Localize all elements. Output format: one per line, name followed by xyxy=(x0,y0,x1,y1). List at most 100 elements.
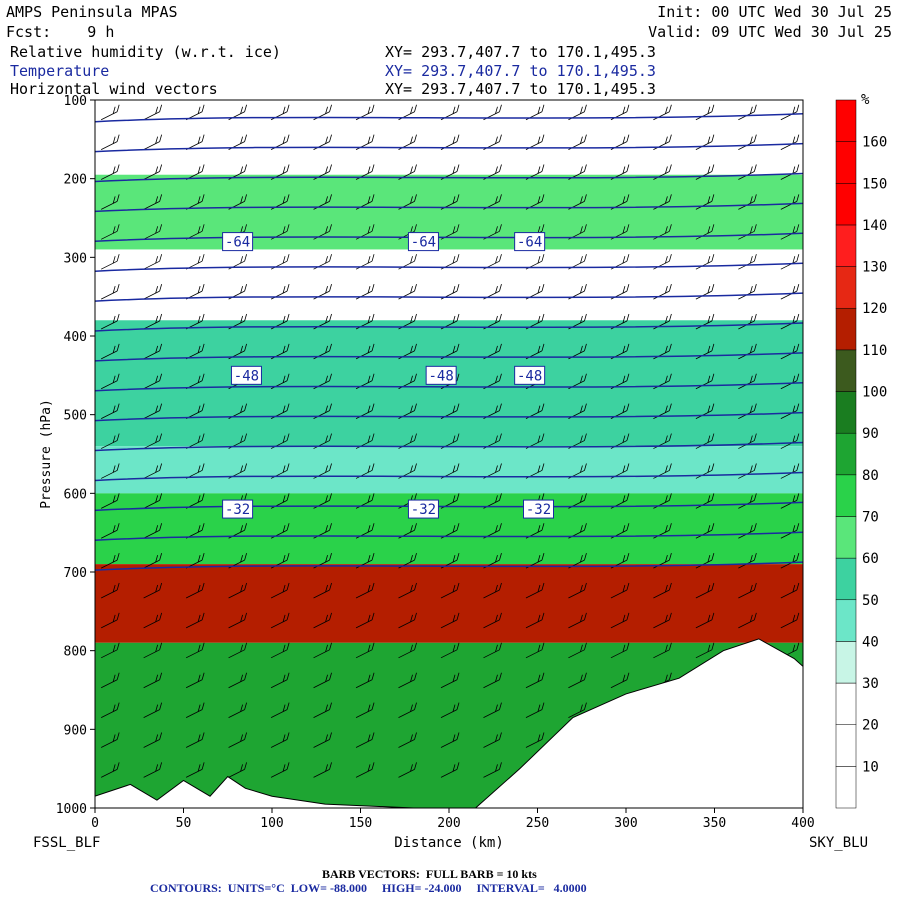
colorbar-tick-label: 30 xyxy=(862,676,879,692)
y-tick-label: 400 xyxy=(64,330,87,345)
wind-barb xyxy=(695,194,715,210)
wind-barb xyxy=(695,672,715,689)
wind-barb xyxy=(780,612,800,629)
wind-barb xyxy=(525,433,545,449)
wind-barb xyxy=(398,104,417,121)
y-axis-label: Pressure (hPa) xyxy=(39,399,54,509)
isotherm-line xyxy=(95,202,803,213)
wind-barb xyxy=(525,493,545,509)
wind-barb xyxy=(653,553,672,569)
wind-barb xyxy=(525,403,545,420)
colorbar-bin xyxy=(835,599,857,642)
wind-barb xyxy=(738,403,757,420)
wind-barb xyxy=(398,493,417,509)
wind-barb xyxy=(100,283,120,300)
wind-barb xyxy=(355,553,375,569)
wind-barb xyxy=(695,164,715,180)
wind-barb xyxy=(525,283,545,300)
wind-barb xyxy=(525,553,545,569)
wind-barb xyxy=(440,134,460,150)
y-tick-label: 500 xyxy=(64,409,87,424)
wind-barb xyxy=(483,672,502,689)
colorbar-bin xyxy=(835,307,857,351)
wind-barb xyxy=(100,224,120,240)
wind-barb xyxy=(695,463,715,479)
wind-barb xyxy=(738,283,757,300)
colorbar-tick-label: 110 xyxy=(862,343,887,359)
wind-barb xyxy=(355,194,375,210)
isotherm-line xyxy=(95,382,803,392)
wind-barb xyxy=(270,164,290,180)
wind-barb xyxy=(440,283,460,300)
colorbar-tick-label: 160 xyxy=(862,135,887,151)
colorbar-tick-label: 40 xyxy=(862,634,879,650)
init-time: Init: 00 UTC Wed 30 Jul 25 xyxy=(657,3,892,21)
wind-barb xyxy=(313,732,332,748)
y-tick-label: 1000 xyxy=(56,802,87,817)
wind-barb xyxy=(228,164,247,180)
wind-barb xyxy=(695,582,715,599)
wind-barb xyxy=(100,732,120,748)
x-tick-label: 150 xyxy=(349,816,372,831)
wind-barb xyxy=(483,373,502,390)
colorbar-bin xyxy=(835,474,857,517)
wind-barb xyxy=(610,523,630,539)
isotherm-line xyxy=(95,292,803,302)
model-name: AMPS Peninsula MPAS xyxy=(6,3,178,21)
wind-barb xyxy=(440,104,460,121)
rh-layer-5 xyxy=(95,493,803,565)
wind-barb xyxy=(398,403,417,420)
wind-barb xyxy=(738,523,757,539)
rh-layer-2 xyxy=(95,249,803,321)
wind-barb xyxy=(780,224,800,240)
wind-barb xyxy=(525,582,545,599)
wind-barb xyxy=(780,373,800,390)
wind-barb xyxy=(185,762,205,778)
wind-barb xyxy=(695,104,715,121)
wind-barb xyxy=(525,373,545,390)
wind-barb xyxy=(100,313,120,330)
wind-barb xyxy=(228,373,247,390)
isotherm-label-box xyxy=(222,232,254,252)
wind-barb xyxy=(440,373,460,390)
isotherm-line xyxy=(95,501,803,512)
wind-barb xyxy=(780,194,800,210)
isotherm-label: -32 xyxy=(526,502,551,518)
wind-barb xyxy=(185,612,205,629)
wind-barb xyxy=(568,642,587,659)
wind-barb xyxy=(525,612,545,629)
colorbar-tick-label: 120 xyxy=(862,301,887,317)
wind-barb xyxy=(313,224,332,240)
wind-barb xyxy=(355,254,375,270)
wind-barb xyxy=(525,313,545,330)
wind-barb xyxy=(653,373,672,390)
wind-barb xyxy=(100,134,120,150)
wind-barb xyxy=(738,433,757,449)
wind-barb xyxy=(568,343,587,360)
wind-barb xyxy=(100,582,120,599)
wind-barb xyxy=(653,343,672,360)
wind-barb xyxy=(143,254,163,270)
wind-barb xyxy=(610,403,630,420)
wind-barb xyxy=(483,762,502,778)
wind-barb xyxy=(143,373,163,390)
wind-barb xyxy=(398,254,417,270)
wind-barb xyxy=(653,493,672,509)
wind-barb xyxy=(100,373,120,390)
wind-barb xyxy=(568,732,587,748)
isotherm-label-box xyxy=(514,232,546,252)
wind-barb xyxy=(653,582,672,599)
isotherm-line xyxy=(95,352,803,362)
wind-barb xyxy=(355,104,375,121)
wind-barb xyxy=(100,403,120,420)
barb-vectors-note: BARB VECTORS: FULL BARB = 10 kts xyxy=(322,867,537,881)
wind-barb xyxy=(185,732,205,748)
wind-barb xyxy=(568,762,587,778)
valid-time: Valid: 09 UTC Wed 30 Jul 25 xyxy=(648,23,892,41)
isotherm-label-box xyxy=(230,365,262,385)
wind-barb xyxy=(440,433,460,449)
wind-barb xyxy=(695,343,715,360)
wind-barb xyxy=(440,762,460,778)
wind-barb xyxy=(483,582,502,599)
wind-barb xyxy=(610,254,630,270)
